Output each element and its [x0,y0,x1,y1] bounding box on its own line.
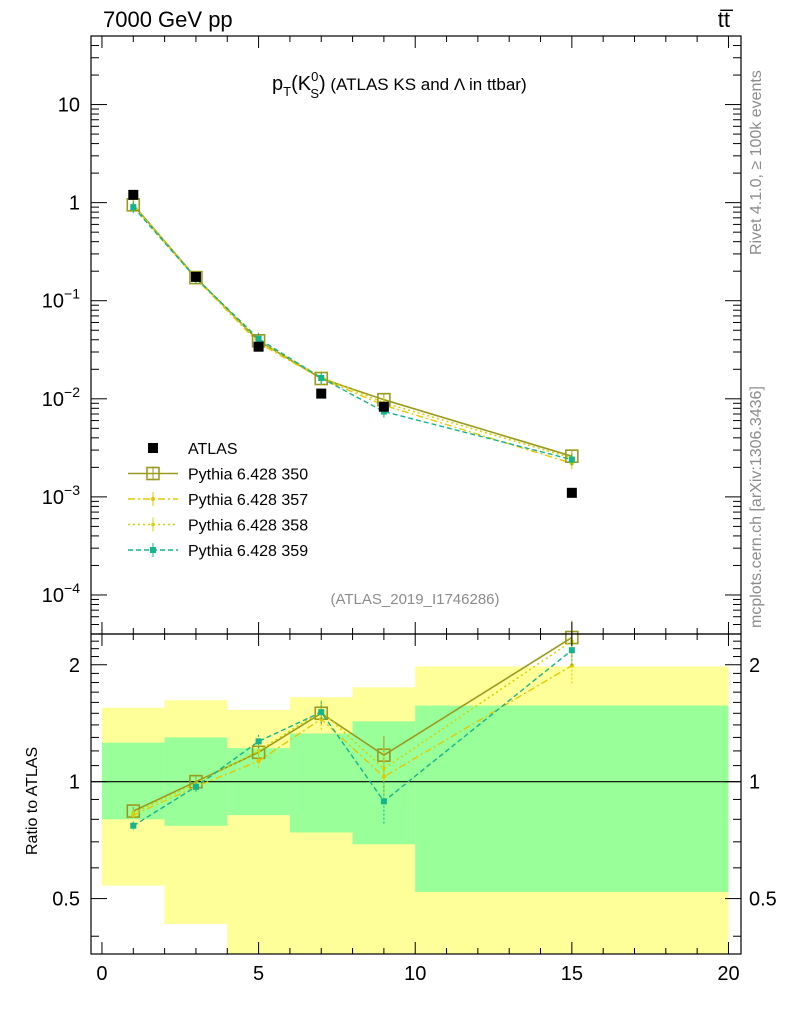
ratio-point [256,758,261,764]
mc-point [318,374,325,381]
legend-label: ATLAS [188,441,238,458]
legend-label: Pythia 6.428 357 [188,492,308,509]
ratio-point [192,783,199,790]
legend-marker [150,496,156,502]
x-tick-label: 20 [717,963,739,985]
y-tick-label: 10−1 [42,286,80,313]
ratio-line-pythia-6-428-357 [133,664,573,816]
ratio-point [382,766,386,771]
legend: ATLAS Pythia 6.428 350 Pythia 6.428 357 Pyt… [128,441,308,560]
axes: 0 5 10 15 20 10 1 10−1 10−2 10−3 10−4 0.5 0.5 1 1 2 2 [42,35,777,985]
legend-marker [146,466,160,481]
main-plot [126,189,579,498]
x-tick-label: 10 [404,963,426,985]
x-tick-label: 5 [253,963,264,985]
y-tick-label: 10−2 [42,384,80,411]
mcplots-label: mcplots.cern.ch [arXiv:1306.3436] [748,386,765,628]
legend-label: Pythia 6.428 358 [188,518,308,535]
ratio-point [130,822,137,829]
ratio-uncertainty-bands [101,666,729,954]
legend-marker [151,522,155,527]
atlas-data-point [316,388,327,399]
legend-entry-pythia-6-428-358: Pythia 6.428 358 [128,517,308,535]
atlas-data-point [253,341,264,352]
y-tick-label: 10−3 [42,482,80,509]
band-inner [289,733,353,833]
legend-marker-atlas [148,443,158,453]
watermark: (ATLAS_2019_I1746286) [330,591,499,608]
ratio-y-tick-label: 1 [749,772,760,794]
y-tick-label: 10 [58,95,80,117]
x-tick-label: 15 [561,963,583,985]
y-tick-label: 1 [69,193,80,215]
mc-line-pythia-6-428-357 [132,205,573,464]
mc-point [130,204,137,211]
plot-frames [90,35,742,955]
ratio-point [569,663,575,668]
plot-title: pT(K0 S) (ATLAS KS and Λ in ttbar) [272,69,527,101]
legend-label: Pythia 6.428 350 [188,467,308,484]
atlas-data-point [128,189,139,200]
band-inner [415,705,729,892]
mc-point [255,335,262,342]
mc-line-pythia-6-428-359 [132,206,572,461]
lower-frame [90,633,742,955]
legend-label: Pythia 6.428 359 [188,543,308,560]
legend-entry-pythia-6-428-350: Pythia 6.428 350 [128,466,308,484]
y-tick-label: 10−4 [42,580,80,607]
legend-entry-pythia-6-428-357: Pythia 6.428 357 [128,492,308,509]
legend-entry-atlas: ATLAS [148,441,238,458]
ratio-point [380,798,387,805]
ratio-point [568,647,575,654]
ratio-y-tick-label: 1 [69,772,80,794]
ratio-point [131,811,136,815]
mc-line-pythia-6-428-350 [132,204,573,457]
atlas-data-point [190,271,201,282]
ratio-y-tick-label: 0.5 [52,889,80,911]
ratio-point [256,749,261,753]
ratio-line-pythia-6-428-350 [132,636,573,812]
ratio-y-tick-label: 0.5 [749,889,777,911]
ratio-plot [91,620,741,831]
mc-line-pythia-6-428-358 [132,204,573,459]
ratio-y-tick-label: 2 [749,655,760,677]
x-tick-label: 0 [96,963,107,985]
atlas-data-point [378,401,389,412]
ratio-line-pythia-6-428-359 [132,649,573,827]
atlas-data-point [566,487,577,498]
rivet-label: Rivet 4.1.0, ≥ 100k events [748,70,765,255]
mc-point [568,456,575,463]
band-inner [101,742,165,820]
legend-marker [150,547,156,553]
ratio-y-label: Ratio to ATLAS [24,747,41,855]
header-right: tt̅ [718,7,734,32]
ratio-point [318,709,325,716]
ratio-point [255,738,262,745]
header-left: 7000 GeV pp [103,7,233,32]
ratio-y-tick-label: 2 [69,655,80,677]
legend-entry-pythia-6-428-359: Pythia 6.428 359 [128,543,308,560]
